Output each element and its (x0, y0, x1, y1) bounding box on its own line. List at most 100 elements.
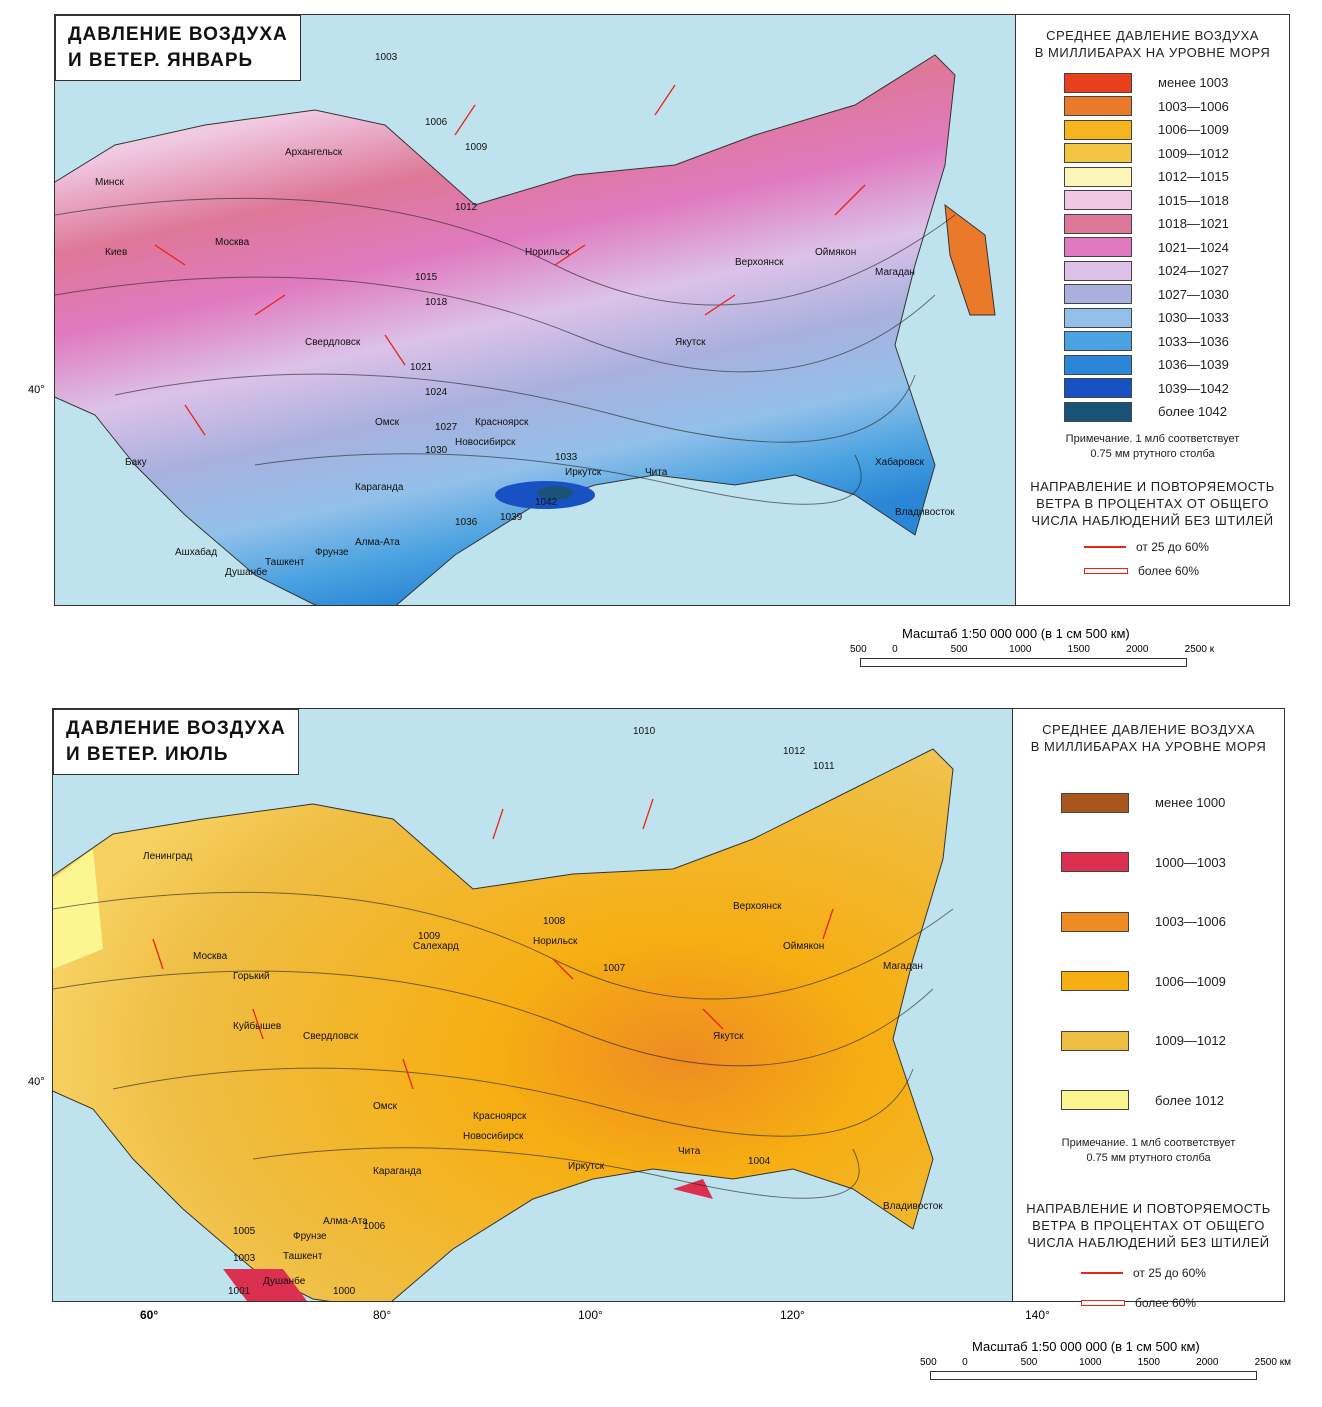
legend-note: Примечание. 1 млб соответствует 0.75 мм р… (1013, 1136, 1284, 1166)
wind-title-line: ЧИСЛА НАБЛЮДЕНИЙ БЕЗ ШТИЛЕЙ (1031, 512, 1274, 528)
legend-swatch (1064, 143, 1132, 164)
wind-arrows (152, 798, 834, 1090)
city-label: Москва (215, 237, 250, 248)
legend-label: 1015—1018 (1158, 192, 1229, 208)
legend-swatch (1064, 190, 1132, 211)
scale-tick-label: 2500 км (1254, 1357, 1291, 1368)
wind-title-line: ВЕТРА В ПРОЦЕНТАХ ОТ ОБЩЕГО (1036, 495, 1269, 511)
legend-title-line: В МИЛЛИБАРАХ НА УРОВНЕ МОРЯ (1030, 739, 1267, 754)
city-label: Иркутск (565, 467, 602, 478)
wind-legend-title: НАПРАВЛЕНИЕ И ПОВТОРЯЕМОСТЬ ВЕТРА В ПРОЦЕ… (1016, 478, 1289, 529)
legend-swatch (1061, 971, 1129, 992)
city-label: Фрунзе (315, 547, 349, 558)
note-line: Примечание. 1 млб соответствует (1061, 1137, 1236, 1149)
july-title: ДАВЛЕНИЕ ВОЗДУХА И ВЕТЕР. ИЮЛЬ (53, 709, 299, 775)
isobar-label: 1021 (410, 362, 433, 373)
wind-legend-item: более 60% (1081, 1291, 1284, 1315)
scale-tick-label: 0 (892, 644, 898, 655)
legend-item: 1024—1027 (1016, 259, 1289, 283)
city-label: Оймякон (815, 247, 856, 258)
legend-label: менее 1003 (1158, 75, 1229, 91)
scale-tick-label: 0 (962, 1357, 968, 1368)
legend-item: более 1012 (1013, 1071, 1284, 1131)
isobar-label: 1012 (783, 746, 806, 757)
city-label: Караганда (355, 482, 404, 493)
isobar-label: 1027 (435, 422, 458, 433)
city-label: Владивосток (895, 507, 955, 518)
city-label: Чита (678, 1146, 701, 1157)
city-label: Норильск (525, 247, 570, 258)
city-label: Душанбе (263, 1275, 306, 1287)
legend-item: 1003—1006 (1013, 892, 1284, 952)
january-scale-label: Масштаб 1:50 000 000 (в 1 см 500 км) (902, 626, 1130, 641)
legend-label: 1024—1027 (1158, 263, 1229, 279)
legend-swatch (1064, 401, 1132, 422)
note-line: Примечание. 1 млб соответствует (1065, 432, 1240, 445)
isobar-label: 1042 (535, 497, 558, 508)
legend-item: более 1042 (1016, 400, 1289, 424)
note-line: 0.75 мм ртутного столба (1086, 1152, 1211, 1164)
legend-list: менее 1003 1003—1006 1006—1009 1009—1012 101… (1016, 71, 1289, 424)
isobar-label: 1006 (363, 1221, 386, 1232)
wind-label: более 60% (1135, 1296, 1196, 1310)
legend-swatch (1061, 911, 1129, 932)
legend-title: СРЕДНЕЕ ДАВЛЕНИЕ ВОЗДУХА В МИЛЛИБАРАХ НА … (1013, 721, 1284, 755)
july-lat-label: 40° (28, 1076, 45, 1088)
legend-label: 1018—1021 (1158, 216, 1229, 232)
legend-label: менее 1000 (1155, 795, 1226, 811)
legend-label: более 1012 (1155, 1092, 1224, 1108)
wind-legend-item: от 25 до 60% (1084, 535, 1289, 559)
legend-label: 1003—1006 (1158, 98, 1229, 114)
scale-tick-label: 2000 (1126, 644, 1149, 655)
note-line: 0.75 мм ртутного столба (1090, 447, 1215, 460)
isobar-label: 1003 (233, 1253, 256, 1264)
longitude-label: 100° (578, 1308, 603, 1322)
city-label: Владивосток (883, 1201, 943, 1212)
july-map: Москва Ленинград Горький Куйбышев Свердл… (52, 708, 1014, 1302)
legend-item: 1015—1018 (1016, 189, 1289, 213)
city-label: Якутск (713, 1031, 744, 1042)
legend-label: 1027—1030 (1158, 286, 1229, 302)
legend-title-line: СРЕДНЕЕ ДАВЛЕНИЕ ВОЗДУХА (1046, 28, 1259, 43)
legend-list: менее 1000 1000—1003 1003—1006 1006—1009 100… (1013, 773, 1284, 1130)
scale-tick-label: 1500 (1137, 1357, 1160, 1368)
legend-title-line: В МИЛЛИБАРАХ НА УРОВНЕ МОРЯ (1034, 45, 1271, 60)
isobar-label: 1030 (425, 445, 448, 456)
city-label: Магадан (883, 961, 923, 972)
city-label: Ташкент (265, 557, 305, 568)
scale-bar (930, 1371, 1257, 1380)
legend-item: 1027—1030 (1016, 283, 1289, 307)
legend-item: 1006—1009 (1013, 952, 1284, 1012)
wind-legend-item: от 25 до 60% (1081, 1261, 1284, 1285)
legend-swatch (1064, 237, 1132, 258)
legend-label: 1003—1006 (1155, 914, 1226, 930)
city-label: Хабаровск (875, 456, 925, 468)
low-pressure-spot (673, 1179, 713, 1199)
legend-label: 1000—1003 (1155, 854, 1226, 870)
wind-label: от 25 до 60% (1133, 1266, 1206, 1280)
isobar-label: 1033 (555, 452, 578, 463)
city-label: Куйбышев (233, 1020, 281, 1032)
city-label: Ленинград (143, 851, 193, 862)
january-title: ДАВЛЕНИЕ ВОЗДУХА И ВЕТЕР. ЯНВАРЬ (55, 15, 301, 81)
wind-title-line: ЧИСЛА НАБЛЮДЕНИЙ БЕЗ ШТИЛЕЙ (1027, 1235, 1270, 1250)
legend-swatch (1064, 307, 1132, 328)
isobar-label: 1008 (543, 916, 566, 927)
isobar-label: 1036 (455, 517, 478, 528)
scale-tick-label: 500 (950, 644, 968, 655)
scale-tick-label: 500 (1020, 1357, 1038, 1368)
city-label: Архангельск (285, 147, 343, 158)
city-label: Якутск (675, 337, 706, 348)
isobar-label: 1018 (425, 297, 448, 308)
isobar-label: 1005 (233, 1226, 256, 1237)
july-scale-label: Масштаб 1:50 000 000 (в 1 см 500 км) (972, 1339, 1200, 1354)
isobar-label: 1009 (418, 931, 441, 942)
legend-title: СРЕДНЕЕ ДАВЛЕНИЕ ВОЗДУХА В МИЛЛИБАРАХ НА … (1016, 27, 1289, 61)
isobar-label: 1000 (333, 1286, 356, 1297)
kamchatka (944, 203, 996, 316)
longitude-label: 140° (1025, 1308, 1050, 1322)
isobar-label: 1039 (500, 512, 523, 523)
legend-swatch (1064, 284, 1132, 305)
wind-label: более 60% (1138, 563, 1199, 578)
legend-item: 1030—1033 (1016, 306, 1289, 330)
